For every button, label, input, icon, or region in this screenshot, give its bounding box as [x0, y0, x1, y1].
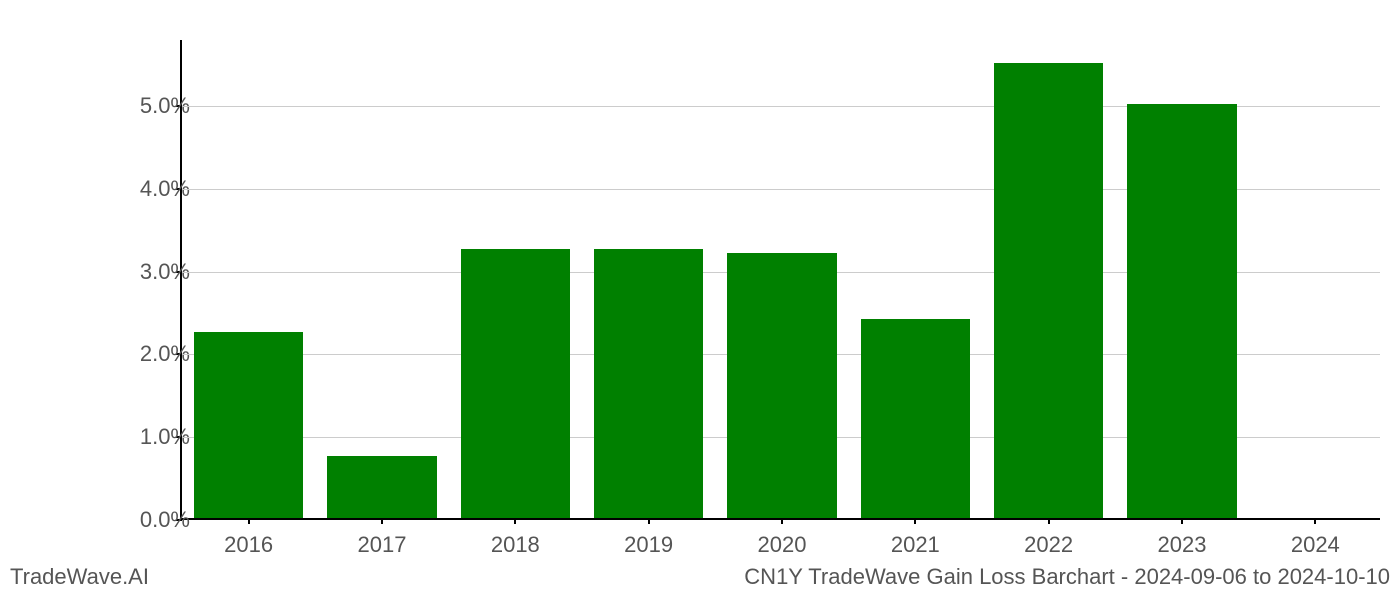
- x-tick-label: 2018: [491, 532, 540, 558]
- footer-left-text: TradeWave.AI: [10, 564, 149, 590]
- y-tick-label: 0.0%: [140, 507, 190, 533]
- x-tick-label: 2024: [1291, 532, 1340, 558]
- x-tick-mark: [914, 518, 916, 524]
- x-tick-label: 2020: [758, 532, 807, 558]
- bar: [1127, 104, 1236, 518]
- bar: [727, 253, 836, 518]
- x-tick-label: 2017: [358, 532, 407, 558]
- bar: [994, 63, 1103, 518]
- x-tick-mark: [1314, 518, 1316, 524]
- chart-container: 201620172018201920202021202220232024: [180, 40, 1380, 520]
- bar: [461, 249, 570, 518]
- x-tick-label: 2023: [1158, 532, 1207, 558]
- footer-right-text: CN1Y TradeWave Gain Loss Barchart - 2024…: [744, 564, 1390, 590]
- bar: [594, 249, 703, 518]
- x-tick-label: 2021: [891, 532, 940, 558]
- bar: [327, 456, 436, 518]
- x-tick-label: 2022: [1024, 532, 1073, 558]
- x-tick-mark: [381, 518, 383, 524]
- x-tick-label: 2019: [624, 532, 673, 558]
- x-tick-mark: [1181, 518, 1183, 524]
- bar: [194, 332, 303, 518]
- x-tick-mark: [648, 518, 650, 524]
- x-tick-mark: [248, 518, 250, 524]
- x-tick-mark: [781, 518, 783, 524]
- bar: [861, 319, 970, 518]
- x-tick-mark: [1048, 518, 1050, 524]
- x-tick-label: 2016: [224, 532, 273, 558]
- plot-area: 201620172018201920202021202220232024: [180, 40, 1380, 520]
- x-tick-mark: [514, 518, 516, 524]
